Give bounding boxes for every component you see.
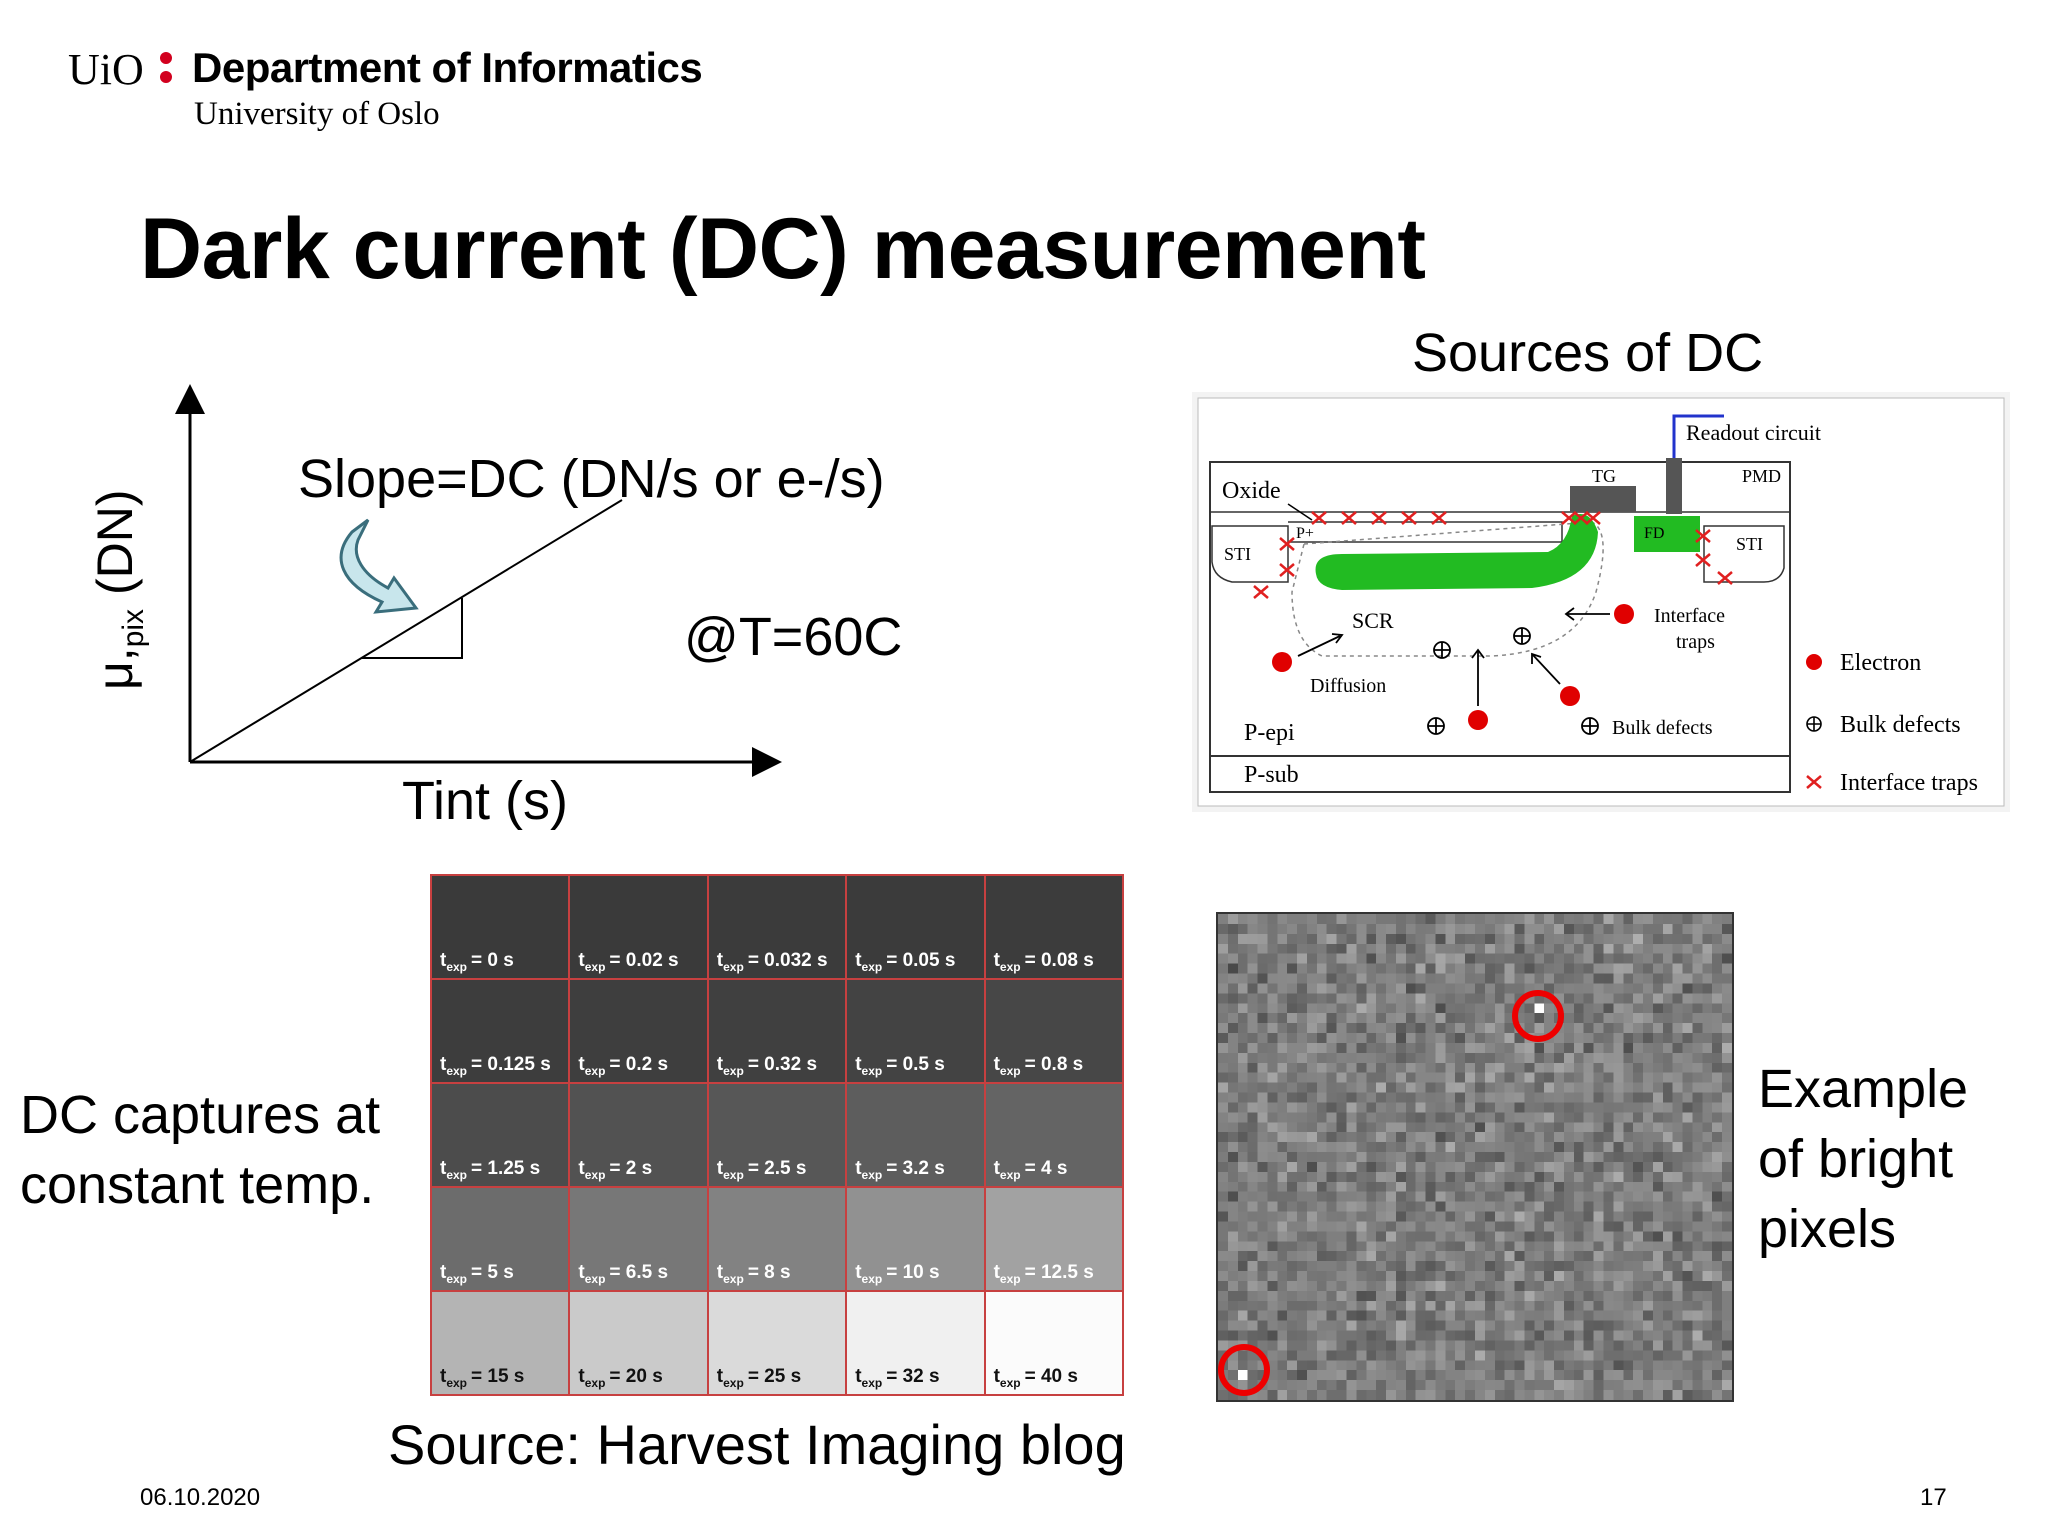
scr-label: SCR bbox=[1352, 608, 1394, 633]
dc-captures-grid: texp = 0 s texp = 0.02 s texp = 0.032 s texp = … bbox=[430, 874, 1124, 1396]
bulk-defects-inner-label: Bulk defects bbox=[1612, 717, 1713, 739]
department-name: Department of Informatics bbox=[192, 44, 703, 91]
curved-arrow bbox=[339, 518, 419, 614]
capture-cell-label: texp = 0.032 s bbox=[716, 950, 828, 974]
pmd-label: PMD bbox=[1742, 466, 1781, 486]
capture-cell-label: texp = 25 s bbox=[716, 1366, 802, 1390]
capture-cell: texp = 1.25 s bbox=[432, 1084, 569, 1186]
capture-cell: texp = 0.8 s bbox=[985, 980, 1122, 1082]
capture-cell: texp = 0.05 s bbox=[847, 876, 984, 978]
readout-label: Readout circuit bbox=[1686, 420, 1821, 445]
slide-date: 06.10.2020 bbox=[140, 1484, 261, 1511]
sti-right-label: STI bbox=[1736, 534, 1763, 554]
capture-cell: texp = 12.5 s bbox=[985, 1188, 1122, 1290]
capture-cell: texp = 15 s bbox=[432, 1292, 569, 1394]
sources-title: Sources of DC bbox=[1412, 323, 1764, 383]
dark-current-plot bbox=[175, 384, 782, 777]
capture-cell: texp = 0.125 s bbox=[432, 980, 569, 1082]
legend-electron: Electron bbox=[1840, 650, 1921, 676]
uio-logo-dots bbox=[160, 52, 172, 83]
bright-pixels-caption: Example of bright pixels bbox=[1758, 1059, 1969, 1259]
university-name: University of Oslo bbox=[194, 96, 440, 132]
capture-cell-label: texp = 0.125 s bbox=[440, 1054, 551, 1078]
capture-cell-label: texp = 40 s bbox=[993, 1366, 1078, 1390]
legend-interface-marker bbox=[1806, 775, 1822, 789]
temperature-label: @T=60C bbox=[684, 607, 903, 667]
p-epi-label: P-epi bbox=[1244, 720, 1295, 746]
page-number: 17 bbox=[1920, 1484, 1947, 1511]
source-caption: Source: Harvest Imaging blog bbox=[388, 1413, 1126, 1476]
capture-cell-label: texp = 5 s bbox=[440, 1262, 514, 1286]
diffusion-label: Diffusion bbox=[1310, 675, 1386, 697]
capture-cell-label: texp = 1.25 s bbox=[440, 1158, 541, 1182]
x-axis-label: Tint (s) bbox=[402, 771, 568, 831]
capture-cell: texp = 2.5 s bbox=[708, 1084, 846, 1186]
capture-cell: texp = 6.5 s bbox=[570, 1188, 707, 1290]
p-plus-label: P+ bbox=[1296, 525, 1314, 542]
dc-sources-diagram: Readout circuit Oxide TG PMD STI P+ FD S… bbox=[1192, 392, 2010, 812]
capture-cell: texp = 0 s bbox=[432, 876, 569, 978]
uio-logo-text: UiO bbox=[68, 45, 144, 94]
capture-cell: texp = 25 s bbox=[708, 1292, 846, 1394]
dc-captures-caption: DC captures at constant temp. bbox=[20, 1085, 381, 1215]
capture-cell: texp = 5 s bbox=[432, 1188, 569, 1290]
legend-electron-marker bbox=[1806, 654, 1822, 670]
slope-triangle bbox=[362, 598, 463, 659]
capture-cell: texp = 0.2 s bbox=[570, 980, 707, 1082]
tg-label: TG bbox=[1592, 466, 1616, 486]
capture-cell: texp = 20 s bbox=[570, 1292, 707, 1394]
capture-cell-label: texp = 0.5 s bbox=[855, 1054, 945, 1078]
capture-cell-label: texp = 3.2 s bbox=[855, 1158, 945, 1182]
legend-interface: Interface traps bbox=[1840, 770, 1978, 796]
fd-label: FD bbox=[1644, 525, 1664, 542]
capture-cell-label: texp = 0.2 s bbox=[578, 1054, 669, 1078]
capture-cell: texp = 3.2 s bbox=[847, 1084, 984, 1186]
capture-cell: texp = 40 s bbox=[985, 1292, 1122, 1394]
capture-cell-label: texp = 2.5 s bbox=[716, 1158, 807, 1182]
capture-cell-label: texp = 12.5 s bbox=[993, 1262, 1094, 1286]
slope-label: Slope=DC (DN/s or e-/s) bbox=[298, 449, 885, 509]
capture-cell: texp = 8 s bbox=[708, 1188, 846, 1290]
capture-cell-label: texp = 32 s bbox=[855, 1366, 940, 1390]
capture-cell: texp = 0.5 s bbox=[847, 980, 984, 1082]
capture-cell-label: texp = 15 s bbox=[440, 1366, 525, 1390]
oxide-label: Oxide bbox=[1222, 478, 1281, 504]
capture-cell-label: texp = 20 s bbox=[578, 1366, 663, 1390]
p-sub-label: P-sub bbox=[1244, 762, 1299, 788]
capture-cell-label: texp = 0 s bbox=[440, 950, 514, 974]
capture-cell-label: texp = 0.02 s bbox=[578, 950, 679, 974]
capture-cell-label: texp = 0.8 s bbox=[993, 1054, 1084, 1078]
capture-cell-label: texp = 2 s bbox=[578, 1158, 653, 1182]
sti-left-label: STI bbox=[1224, 544, 1251, 564]
capture-cell: texp = 32 s bbox=[847, 1292, 984, 1394]
capture-cell-label: texp = 10 s bbox=[855, 1262, 940, 1286]
interface-label: Interface bbox=[1654, 605, 1725, 627]
capture-cell: texp = 0.08 s bbox=[985, 876, 1122, 978]
capture-cell: texp = 0.32 s bbox=[708, 980, 846, 1082]
capture-cell: texp = 2 s bbox=[570, 1084, 707, 1186]
bright-pixel-ring bbox=[1512, 990, 1564, 1042]
capture-cell: texp = 10 s bbox=[847, 1188, 984, 1290]
legend-bulk: Bulk defects bbox=[1840, 712, 1961, 738]
noise-canvas bbox=[1218, 914, 1732, 1400]
capture-cell: texp = 4 s bbox=[985, 1084, 1122, 1186]
capture-cell: texp = 0.032 s bbox=[708, 876, 846, 978]
capture-cell-label: texp = 0.05 s bbox=[855, 950, 956, 974]
legend-bulk-marker bbox=[1806, 716, 1822, 732]
bright-pixels-image bbox=[1216, 912, 1734, 1402]
y-axis-label: μ,pix (DN) bbox=[87, 489, 150, 690]
capture-cell-label: texp = 8 s bbox=[716, 1262, 791, 1286]
capture-cell-label: texp = 4 s bbox=[993, 1158, 1068, 1182]
traps-label: traps bbox=[1676, 631, 1715, 653]
capture-cell: texp = 0.02 s bbox=[570, 876, 707, 978]
slide-title: Dark current (DC) measurement bbox=[140, 201, 1426, 297]
bright-pixel-ring bbox=[1218, 1344, 1270, 1396]
capture-cell-label: texp = 0.32 s bbox=[716, 1054, 818, 1078]
capture-cell-label: texp = 6.5 s bbox=[578, 1262, 669, 1286]
slope-line bbox=[189, 499, 623, 763]
capture-cell-label: texp = 0.08 s bbox=[993, 950, 1094, 974]
